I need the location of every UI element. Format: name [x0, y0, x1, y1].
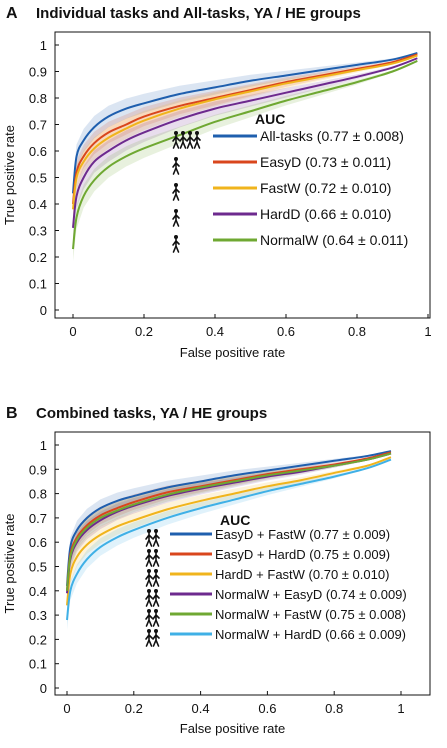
- walker-icon: [172, 209, 180, 227]
- y-tick-label: 0.4: [29, 197, 47, 212]
- roc-curve-line: [72, 53, 418, 205]
- x-tick-label: 0.8: [325, 701, 343, 716]
- y-tick-label: 0.5: [29, 171, 47, 186]
- legend-label: NormalW + FastW (0.75 ± 0.008): [215, 607, 406, 622]
- legend-label: All-tasks (0.77 ± 0.008): [260, 128, 404, 144]
- walker-icon: [145, 529, 160, 547]
- confidence-band: [67, 450, 391, 596]
- walker-icon: [145, 629, 160, 647]
- y-tick-label: 0.2: [29, 632, 47, 647]
- x-tick-label: 0.8: [348, 324, 366, 339]
- panel-a-chart: 0 0.1 0.2 0.3 0.4 0.5 0.6 0.7 0.8 0.9 1 0 0.2 0.4 0.6 0…: [2, 31, 432, 360]
- legend-title: AUC: [220, 512, 250, 528]
- roc-curve-line: [72, 59, 418, 250]
- y-tick-label: 0.7: [29, 511, 47, 526]
- roc-curve-line: [72, 54, 418, 210]
- y-tick-label: 0.9: [29, 462, 47, 477]
- y-tick-label: 0.7: [29, 118, 47, 133]
- panel-b-letter: B: [6, 405, 18, 422]
- legend-label: EasyD + HardD (0.75 ± 0.009): [215, 547, 390, 562]
- walker-icon: [145, 569, 160, 587]
- walker-icon: [172, 183, 180, 201]
- y-tick-label: 0.4: [29, 584, 47, 599]
- confidence-band: [73, 53, 418, 216]
- y-tick-label: 0.9: [29, 65, 47, 80]
- y-tick-label: 0.8: [29, 91, 47, 106]
- plot-frame: [54, 431, 431, 696]
- panel-a-letter: A: [6, 5, 18, 22]
- y-tick-label: 0.2: [29, 250, 47, 265]
- y-tick-label: 0.8: [29, 487, 47, 502]
- roc-curve-line: [66, 458, 392, 621]
- y-axis-label: True positive rate: [2, 514, 17, 614]
- y-tick-label: 0.6: [29, 535, 47, 550]
- y-tick-label: 0: [40, 681, 47, 696]
- x-tick-label: 0.2: [135, 324, 153, 339]
- legend-label: EasyD + FastW (0.77 ± 0.009): [215, 527, 390, 542]
- confidence-band: [73, 52, 418, 206]
- x-tick-label: 0.2: [125, 701, 143, 716]
- y-tick-label: 0.3: [29, 224, 47, 239]
- x-tick-label: 0: [69, 324, 76, 339]
- x-tick-label: 0.4: [206, 324, 224, 339]
- y-tick-label: 0.1: [29, 277, 47, 292]
- x-tick-label: 0.4: [192, 701, 210, 716]
- y-tick-label: 0: [40, 303, 47, 318]
- x-tick-label: 0.6: [258, 701, 276, 716]
- legend-label: EasyD (0.73 ± 0.011): [260, 154, 391, 170]
- y-tick-label: 1: [40, 438, 47, 453]
- panel-a-title: Individual tasks and All-tasks, YA / HE …: [36, 5, 361, 22]
- roc-curve-line: [66, 450, 392, 587]
- x-tick-label: 0.6: [277, 324, 295, 339]
- panel-b-title: Combined tasks, YA / HE groups: [36, 405, 267, 422]
- legend-label: HardD (0.66 ± 0.010): [260, 206, 391, 222]
- walker-icon: [145, 589, 160, 607]
- walker-icon: [145, 549, 160, 567]
- legend-label: NormalW + HardD (0.66 ± 0.009): [215, 627, 406, 642]
- legend-label: HardD + FastW (0.70 ± 0.010): [215, 567, 389, 582]
- walker-icon: [172, 235, 180, 253]
- legend-label: FastW (0.72 ± 0.010): [260, 180, 391, 196]
- y-tick-label: 0.3: [29, 608, 47, 623]
- roc-curve-line: [72, 57, 418, 228]
- y-tick-label: 0.5: [29, 560, 47, 575]
- y-tick-label: 0.6: [29, 144, 47, 159]
- x-axis-label: False positive rate: [180, 345, 286, 360]
- panel-b-chart: 0 0.1 0.2 0.3 0.4 0.5 0.6 0.7 0.8 0.9 1 0 0.2 0.4 0.6 0…: [2, 431, 431, 736]
- plot-frame: [54, 31, 431, 319]
- walker-icon: [172, 131, 201, 149]
- roc-curve-line: [66, 452, 392, 591]
- roc-curve-line: [72, 51, 418, 194]
- y-axis-label: True positive rate: [2, 125, 17, 225]
- x-tick-label: 1: [424, 324, 431, 339]
- legend-label: NormalW (0.64 ± 0.011): [260, 232, 408, 248]
- y-tick-label: 0.1: [29, 657, 47, 672]
- x-tick-label: 0: [63, 701, 70, 716]
- confidence-band: [73, 55, 418, 222]
- roc-curve-line: [66, 456, 392, 606]
- walker-icon: [172, 157, 180, 175]
- x-axis-label: False positive rate: [180, 721, 286, 736]
- x-tick-label: 1: [397, 701, 404, 716]
- walker-icon: [145, 609, 160, 627]
- roc-curve-line: [66, 451, 392, 591]
- legend-title: AUC: [255, 111, 285, 127]
- legend-label: NormalW + EasyD (0.74 ± 0.009): [215, 587, 407, 602]
- y-tick-label: 1: [40, 38, 47, 53]
